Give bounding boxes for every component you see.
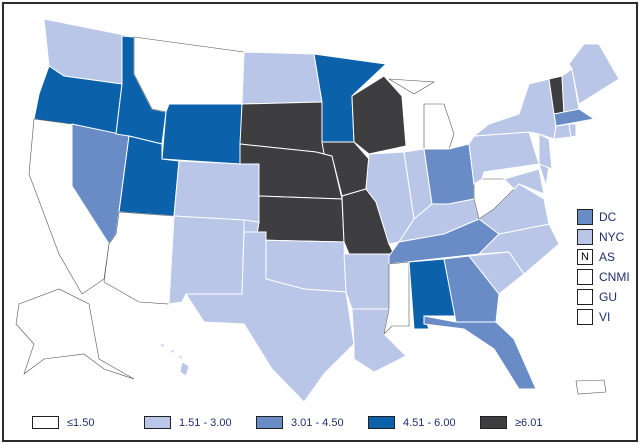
state-shape <box>568 123 577 138</box>
state-shape <box>575 379 607 395</box>
state-hi <box>157 343 190 377</box>
state-shape <box>423 315 537 390</box>
state-shape <box>255 195 345 243</box>
state-shape <box>161 103 243 165</box>
state-mt <box>133 36 245 113</box>
state-shape <box>423 103 455 150</box>
legend-swatch <box>480 416 507 429</box>
scale-legend-item: 3.01 - 4.50 <box>256 416 368 429</box>
state-md <box>503 168 545 195</box>
state-fl <box>423 315 537 390</box>
legend-label: VI <box>599 310 611 324</box>
state-shape <box>443 255 500 323</box>
state-shape <box>241 51 323 105</box>
state-ny <box>472 78 557 140</box>
state-shape <box>175 355 183 362</box>
legend-swatch <box>256 416 283 429</box>
legend-label: DC <box>599 210 617 224</box>
state-shape <box>173 160 260 223</box>
territory-legend-item: NYC <box>577 227 630 247</box>
territory-legend-item: N AS <box>577 247 630 267</box>
legend-swatch <box>577 229 593 245</box>
state-shape <box>343 253 395 310</box>
state-shape <box>388 78 435 95</box>
state-shape <box>538 133 553 170</box>
state-shape <box>553 108 596 127</box>
state-shape <box>179 361 190 377</box>
state-shape <box>423 143 475 205</box>
territory-legend-item: GU <box>577 287 630 307</box>
state-me <box>568 43 620 105</box>
legend-swatch <box>577 209 593 225</box>
state-mi <box>388 78 455 150</box>
state-shape <box>167 349 175 356</box>
state-ri <box>568 123 577 138</box>
state-wi <box>351 75 407 155</box>
state-shape <box>185 231 355 403</box>
state-tx <box>185 231 355 403</box>
state-nd <box>241 51 323 105</box>
legend-label: ≤1.50 <box>67 416 95 429</box>
state-co <box>173 160 260 223</box>
legend-swatch <box>577 269 593 285</box>
legend-label: AS <box>599 250 616 264</box>
legend-label: GU <box>599 290 617 304</box>
color-scale-legend: ≤1.50 1.51 - 3.00 3.01 - 4.50 4.51 - 6.00 ≥6… <box>32 416 592 429</box>
state-shape <box>168 215 245 305</box>
legend-swatch: N <box>577 249 593 265</box>
state-wy <box>161 103 243 165</box>
state-ar <box>343 253 395 310</box>
state-shape <box>472 78 557 140</box>
territory-legend-item: DC <box>577 207 630 227</box>
legend-label: NYC <box>599 230 625 244</box>
state-pr <box>575 379 607 395</box>
territory-legend-item: VI <box>577 307 630 327</box>
legend-swatch <box>368 416 395 429</box>
state-ks <box>255 195 345 243</box>
state-shape <box>553 123 572 140</box>
state-shape <box>157 343 165 350</box>
state-ak <box>15 288 135 380</box>
legend-label: ≥6.01 <box>515 416 543 429</box>
state-shape <box>473 178 515 220</box>
scale-legend-item: 4.51 - 6.00 <box>368 416 480 429</box>
state-shape <box>351 75 407 155</box>
scale-legend-item: 1.51 - 3.00 <box>144 416 256 429</box>
legend-label: 1.51 - 3.00 <box>179 416 232 429</box>
state-nj <box>538 133 553 170</box>
scale-legend-item: ≤1.50 <box>32 416 144 429</box>
state-ma <box>553 108 596 127</box>
state-nm <box>168 215 245 305</box>
state-ct <box>553 123 572 140</box>
legend-swatch <box>577 289 593 305</box>
legend-swatch <box>32 416 59 429</box>
state-oh <box>423 143 475 205</box>
legend-label: 3.01 - 4.50 <box>291 416 344 429</box>
legend-label: 4.51 - 6.00 <box>403 416 456 429</box>
state-shape <box>568 43 620 105</box>
us-choropleth-map <box>15 18 620 403</box>
state-shape <box>133 36 245 113</box>
state-shape <box>503 168 545 195</box>
territory-legend: DC NYC N AS CNMI GU VI <box>577 207 630 327</box>
scale-legend-item: ≥6.01 <box>480 416 592 429</box>
legend-label: CNMI <box>599 270 630 284</box>
state-shape <box>15 288 135 380</box>
state-ga <box>443 255 500 323</box>
state-wv <box>473 178 515 220</box>
map-frame: DC NYC N AS CNMI GU VI ≤1.50 1.51 - 3.00 3.01 - … <box>2 2 638 442</box>
territory-legend-item: CNMI <box>577 267 630 287</box>
legend-swatch <box>577 309 593 325</box>
legend-swatch <box>144 416 171 429</box>
